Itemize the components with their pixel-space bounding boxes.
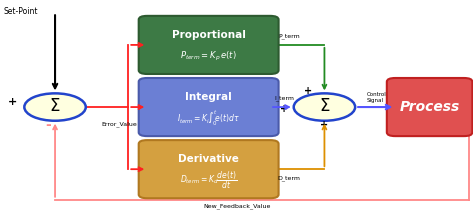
Text: Error_Value: Error_Value <box>101 122 137 127</box>
Text: +: + <box>8 97 17 107</box>
FancyBboxPatch shape <box>387 78 473 136</box>
FancyBboxPatch shape <box>139 140 279 198</box>
Text: Set-Point: Set-Point <box>3 7 37 16</box>
Text: D_term: D_term <box>277 176 301 181</box>
Text: +: + <box>304 86 312 96</box>
Circle shape <box>294 93 355 121</box>
Text: $\Sigma$: $\Sigma$ <box>49 97 61 115</box>
Text: +: + <box>320 120 328 130</box>
Text: $I_{term}=K_i\!\int_0^t\!e(t)d\tau$: $I_{term}=K_i\!\int_0^t\!e(t)d\tau$ <box>177 108 240 128</box>
Text: $P_{term}=K_p\,e(t)$: $P_{term}=K_p\,e(t)$ <box>180 49 237 63</box>
FancyBboxPatch shape <box>139 16 279 74</box>
Text: +: + <box>280 104 288 114</box>
Text: $D_{term}=K_d\dfrac{de(t)}{dt}$: $D_{term}=K_d\dfrac{de(t)}{dt}$ <box>180 170 237 191</box>
Text: P_term: P_term <box>278 33 300 39</box>
Text: Integral: Integral <box>185 92 232 102</box>
Text: -: - <box>45 118 51 132</box>
FancyBboxPatch shape <box>139 78 279 136</box>
Text: Derivative: Derivative <box>178 154 239 164</box>
Text: New_Feedback_Value: New_Feedback_Value <box>203 203 271 209</box>
Text: Proportional: Proportional <box>172 30 246 40</box>
Text: $\Sigma$: $\Sigma$ <box>319 97 330 115</box>
Circle shape <box>24 93 86 121</box>
Text: Process: Process <box>400 100 460 114</box>
Text: I_term: I_term <box>274 95 294 101</box>
Text: Control
Signal: Control Signal <box>367 92 387 103</box>
